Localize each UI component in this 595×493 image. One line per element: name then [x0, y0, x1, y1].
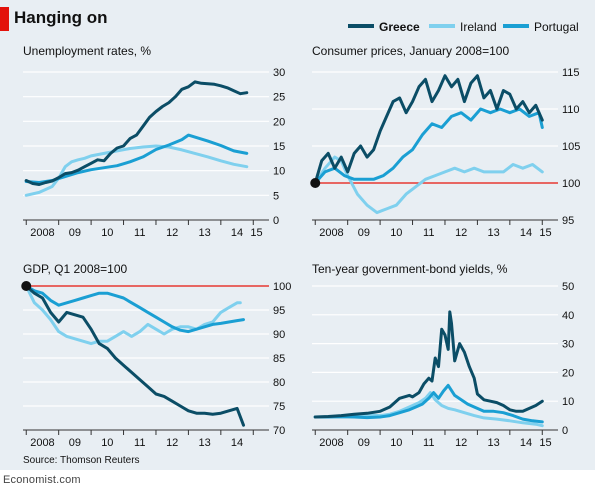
gdp-chart: 70 75 80 85 90 95 100 2008 09 10 11 12 13 14	[21, 281, 291, 449]
chart-title: Hanging on	[14, 8, 108, 27]
bond-yields-ytick-label: 10	[562, 396, 574, 408]
bond-yields-xtick-label: 11	[423, 437, 434, 449]
bond-yields-ytick-label: 50	[562, 281, 574, 293]
bond-yields-series-ireland	[313, 391, 544, 428]
consumer-prices-xtick-label: 09	[358, 227, 370, 239]
gdp-ytick-label: 100	[273, 281, 291, 293]
unemployment-ytick-label: 5	[273, 190, 279, 202]
bond-yields-ytick-label: 30	[562, 339, 574, 351]
consumer-prices-xtick-label: 14	[520, 227, 532, 239]
unemployment-series-portugal	[24, 133, 249, 184]
consumer-prices-ytick-label: 110	[562, 104, 580, 116]
gdp-ytick-label: 95	[273, 305, 285, 317]
bond-yields-xtick-label: 15	[539, 437, 551, 449]
legend-swatch-greece	[348, 23, 374, 28]
consumer-prices-chart: 95 100 105 110 115 2008 09 10 11 12 13 14 15	[310, 67, 580, 239]
unemployment-ytick-label: 0	[273, 215, 279, 227]
consumer-prices-xtick-label: 15	[539, 227, 551, 239]
unemployment-ytick-label: 25	[273, 92, 285, 104]
gdp-xtick-label: 12	[166, 437, 178, 449]
bond-yields-series-greece	[313, 310, 544, 419]
gdp-xtick-label: 10	[101, 437, 113, 449]
bond-yields-ytick-label: 0	[562, 425, 568, 437]
bond-yields-xtick-label: 12	[455, 437, 467, 449]
gdp-start-marker	[21, 281, 32, 291]
gdp-ytick-label: 80	[273, 377, 285, 389]
panel-title-unemployment: Unemployment rates, %	[23, 44, 152, 58]
unemployment-ytick-label: 15	[273, 141, 285, 153]
unemployment-xtick-label: 10	[101, 227, 113, 239]
unemployment-xtick-label: 12	[166, 227, 178, 239]
bond-yields-xtick-label: 2008	[319, 437, 343, 449]
consumer-prices-series-portugal	[313, 107, 544, 185]
legend-label-ireland: Ireland	[460, 19, 497, 34]
bond-yields-ytick-label: 20	[562, 367, 574, 379]
panel-title-bond-yields: Ten-year government-bond yields, %	[312, 262, 508, 276]
consumer-prices-ytick-label: 105	[562, 141, 580, 153]
chart-background	[0, 0, 595, 470]
bond-yields-ytick-label: 40	[562, 310, 574, 322]
consumer-prices-xtick-label: 11	[423, 227, 434, 239]
footer-credit: Economist.com	[3, 474, 81, 486]
consumer-prices-series-greece	[313, 74, 544, 185]
unemployment-xtick-label: 09	[69, 227, 81, 239]
consumer-prices-xtick-label: 2008	[319, 227, 343, 239]
legend-greece: Greece	[348, 18, 420, 34]
legend-swatch-ireland	[429, 23, 455, 28]
consumer-prices-ytick-label: 100	[562, 178, 580, 190]
legend-portugal: Portugal	[503, 18, 579, 34]
gdp-ytick-label: 85	[273, 353, 285, 365]
gdp-ytick-label: 90	[273, 329, 285, 341]
red-tag	[0, 7, 9, 31]
gdp-series-greece	[24, 284, 245, 427]
bond-yields-xtick-label: 13	[487, 437, 499, 449]
bond-yields-chart: 0 10 20 30 40 50 2008 09 10 11 12 13 14 15	[312, 281, 574, 449]
unemployment-ytick-label: 20	[273, 116, 285, 128]
consumer-prices-ytick-label: 115	[562, 67, 580, 79]
bond-yields-xtick-label: 09	[358, 437, 370, 449]
bond-yields-xtick-label: 10	[390, 437, 402, 449]
consumer-prices-xtick-label: 10	[390, 227, 402, 239]
unemployment-xtick-label: 13	[198, 227, 210, 239]
gdp-xtick-label: 11	[134, 437, 145, 449]
consumer-prices-xtick-label: 13	[487, 227, 499, 239]
unemployment-xtick-label: 2008	[30, 227, 54, 239]
gdp-ytick-label: 70	[273, 425, 285, 437]
consumer-prices-start-marker	[310, 178, 321, 188]
unemployment-ytick-label: 30	[273, 67, 285, 79]
unemployment-xtick-label: 15	[250, 227, 262, 239]
gdp-series-ireland	[24, 284, 242, 346]
unemployment-series-ireland	[24, 144, 249, 197]
gdp-xtick-label: 13	[198, 437, 210, 449]
gdp-xtick-label: 14	[231, 437, 243, 449]
panel-title-consumer-prices: Consumer prices, January 2008=100	[312, 44, 510, 58]
gdp-series-portugal	[24, 284, 245, 334]
gdp-ytick-label: 75	[273, 401, 285, 413]
unemployment-series-greece	[24, 80, 249, 186]
unemployment-ytick-label: 10	[273, 166, 285, 178]
legend-swatch-portugal	[503, 23, 529, 28]
bond-yields-series-portugal	[313, 383, 544, 424]
unemployment-xtick-label: 14	[231, 227, 243, 239]
legend-label-greece: Greece	[379, 19, 420, 34]
consumer-prices-ytick-label: 95	[562, 215, 574, 227]
gdp-xtick-label: 09	[69, 437, 81, 449]
footer-bar: Economist.com	[0, 470, 595, 493]
panel-title-gdp: GDP, Q1 2008=100	[23, 262, 128, 276]
bond-yields-xtick-label: 14	[520, 437, 532, 449]
unemployment-xtick-label: 11	[134, 227, 145, 239]
unemployment-chart: 0 5 10 15 20 25 30 2008 09 10 11 12 13 14 15	[23, 67, 285, 239]
source-note: Source: Thomson Reuters	[23, 455, 140, 466]
legend-ireland: Ireland	[429, 18, 497, 34]
consumer-prices-xtick-label: 12	[455, 227, 467, 239]
gdp-xtick-label: 2008	[30, 437, 54, 449]
legend-label-portugal: Portugal	[534, 19, 579, 34]
